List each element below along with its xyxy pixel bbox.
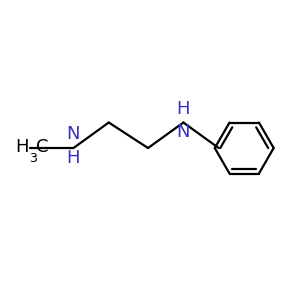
Text: N: N — [177, 123, 190, 141]
Text: H: H — [67, 149, 80, 167]
Text: H: H — [15, 138, 28, 156]
Text: H: H — [177, 100, 190, 118]
Text: C: C — [36, 138, 49, 156]
Text: 3: 3 — [29, 152, 37, 165]
Text: N: N — [67, 125, 80, 143]
